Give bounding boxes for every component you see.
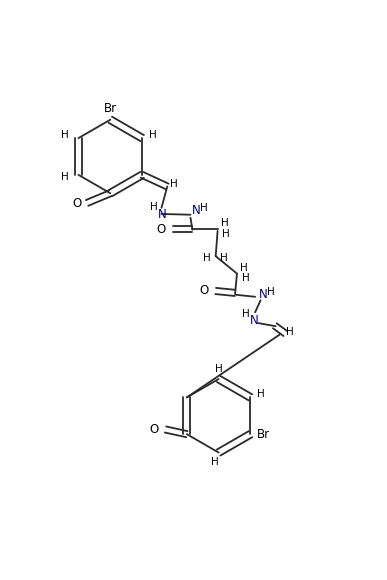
Text: H: H <box>215 364 223 374</box>
Text: H: H <box>149 130 157 140</box>
Text: O: O <box>149 423 159 436</box>
Text: H: H <box>220 253 228 263</box>
Text: H: H <box>267 287 274 297</box>
Text: H: H <box>200 203 208 213</box>
Text: H: H <box>240 263 248 273</box>
Text: H: H <box>61 130 69 140</box>
Text: N: N <box>192 204 200 218</box>
Text: H: H <box>61 172 69 182</box>
Text: O: O <box>73 197 82 210</box>
Text: H: H <box>257 389 265 398</box>
Text: H: H <box>222 229 230 239</box>
Text: O: O <box>157 223 166 235</box>
Text: H: H <box>150 202 158 212</box>
Text: H: H <box>241 273 249 283</box>
Text: H: H <box>170 179 178 189</box>
Text: N: N <box>250 314 259 327</box>
Text: N: N <box>158 208 167 221</box>
Text: H: H <box>211 457 219 467</box>
Text: O: O <box>199 284 209 298</box>
Text: H: H <box>286 327 294 336</box>
Text: Br: Br <box>104 103 117 115</box>
Text: Br: Br <box>257 427 270 441</box>
Text: H: H <box>242 309 250 319</box>
Text: N: N <box>259 288 267 302</box>
Text: H: H <box>221 218 228 229</box>
Text: H: H <box>203 253 211 263</box>
